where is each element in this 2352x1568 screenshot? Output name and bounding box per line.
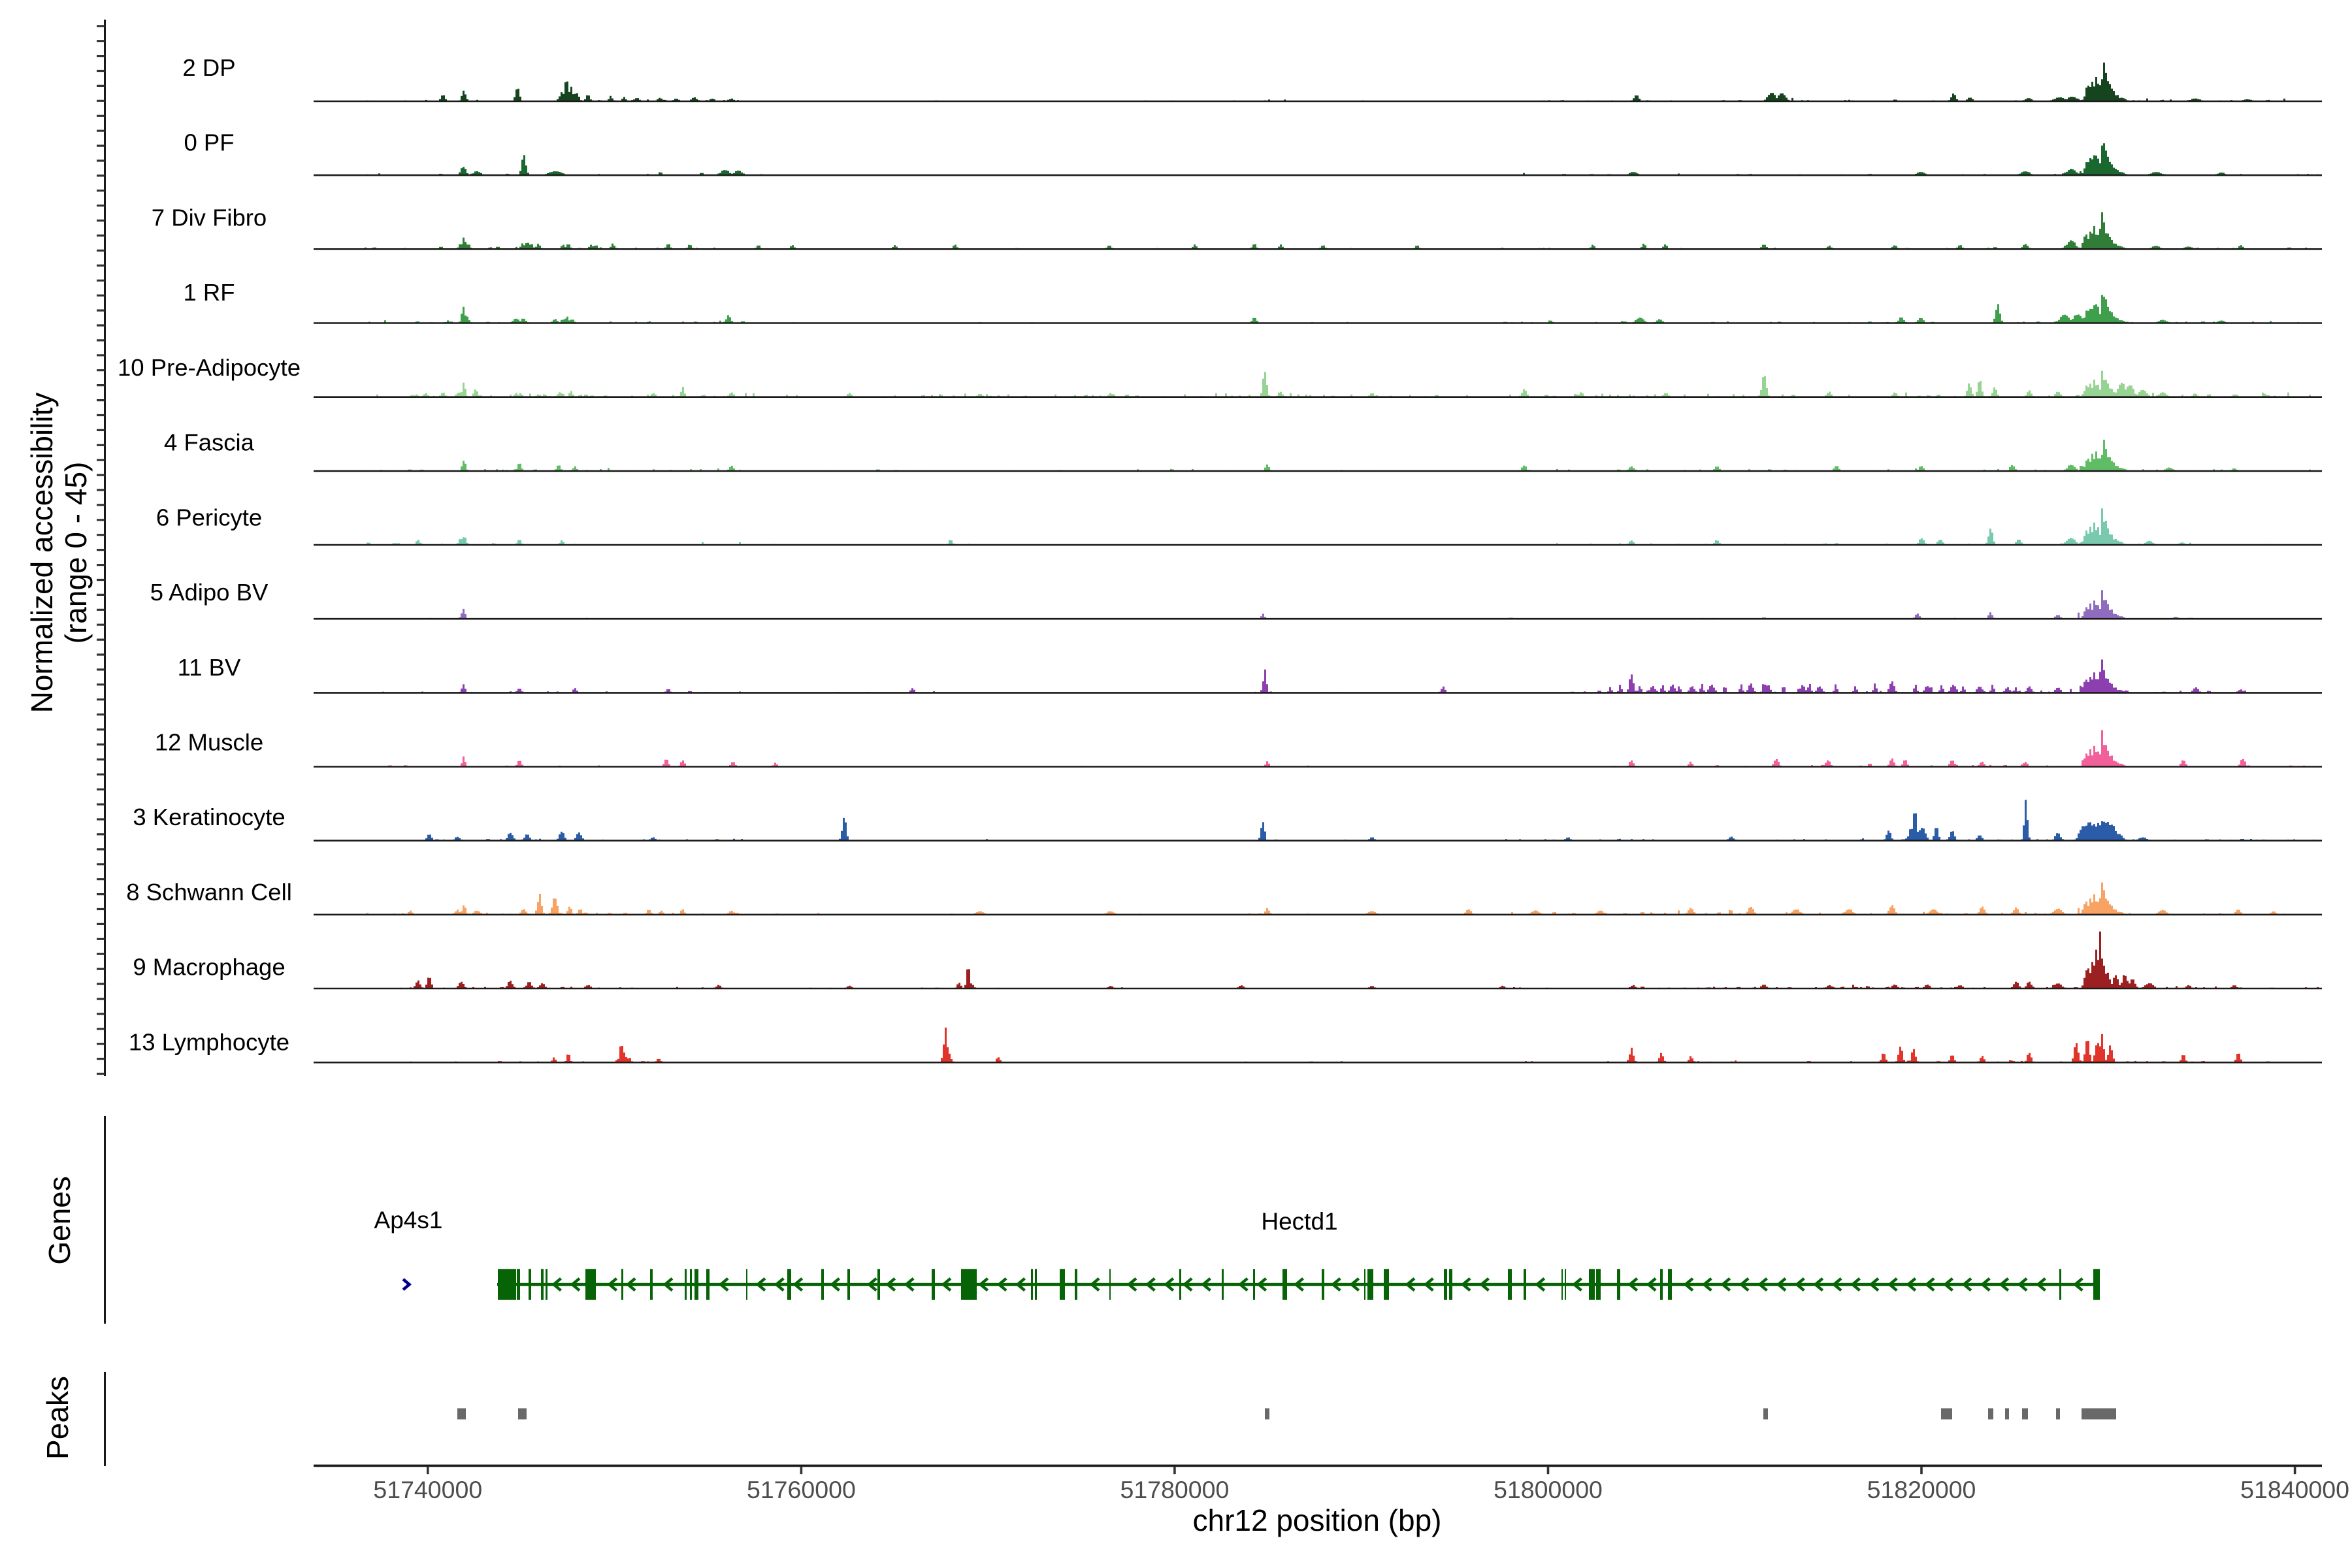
svg-text:51840000: 51840000 <box>2240 1476 2349 1503</box>
svg-text:7 Div Fibro: 7 Div Fibro <box>152 204 267 231</box>
svg-text:Normalized accessibility: Normalized accessibility <box>25 393 59 713</box>
svg-text:12 Muscle: 12 Muscle <box>155 729 263 756</box>
svg-text:6 Pericyte: 6 Pericyte <box>156 504 262 531</box>
svg-text:(range 0 - 45): (range 0 - 45) <box>59 462 93 644</box>
svg-text:3 Keratinocyte: 3 Keratinocyte <box>133 804 285 830</box>
svg-text:51780000: 51780000 <box>1120 1476 1229 1503</box>
svg-text:51800000: 51800000 <box>1494 1476 1603 1503</box>
svg-text:Hectd1: Hectd1 <box>1261 1208 1337 1235</box>
svg-text:13 Lymphocyte: 13 Lymphocyte <box>129 1028 289 1055</box>
svg-text:9 Macrophage: 9 Macrophage <box>133 954 285 981</box>
svg-text:1 RF: 1 RF <box>183 279 235 306</box>
svg-text:Peaks: Peaks <box>41 1376 74 1460</box>
svg-text:Ap4s1: Ap4s1 <box>374 1207 443 1233</box>
svg-text:chr12 position (bp): chr12 position (bp) <box>1193 1503 1442 1537</box>
svg-text:8 Schwann Cell: 8 Schwann Cell <box>126 879 292 906</box>
svg-text:2 DP: 2 DP <box>182 54 235 81</box>
svg-text:4 Fascia: 4 Fascia <box>164 429 255 456</box>
svg-text:0 PF: 0 PF <box>184 129 234 156</box>
svg-text:51820000: 51820000 <box>1867 1476 1976 1503</box>
svg-text:11 BV: 11 BV <box>178 654 241 681</box>
svg-text:10 Pre-Adipocyte: 10 Pre-Adipocyte <box>118 354 301 381</box>
svg-text:51760000: 51760000 <box>747 1476 856 1503</box>
svg-text:Genes: Genes <box>42 1176 76 1265</box>
svg-text:51740000: 51740000 <box>373 1476 482 1503</box>
svg-text:5 Adipo BV: 5 Adipo BV <box>150 579 269 606</box>
